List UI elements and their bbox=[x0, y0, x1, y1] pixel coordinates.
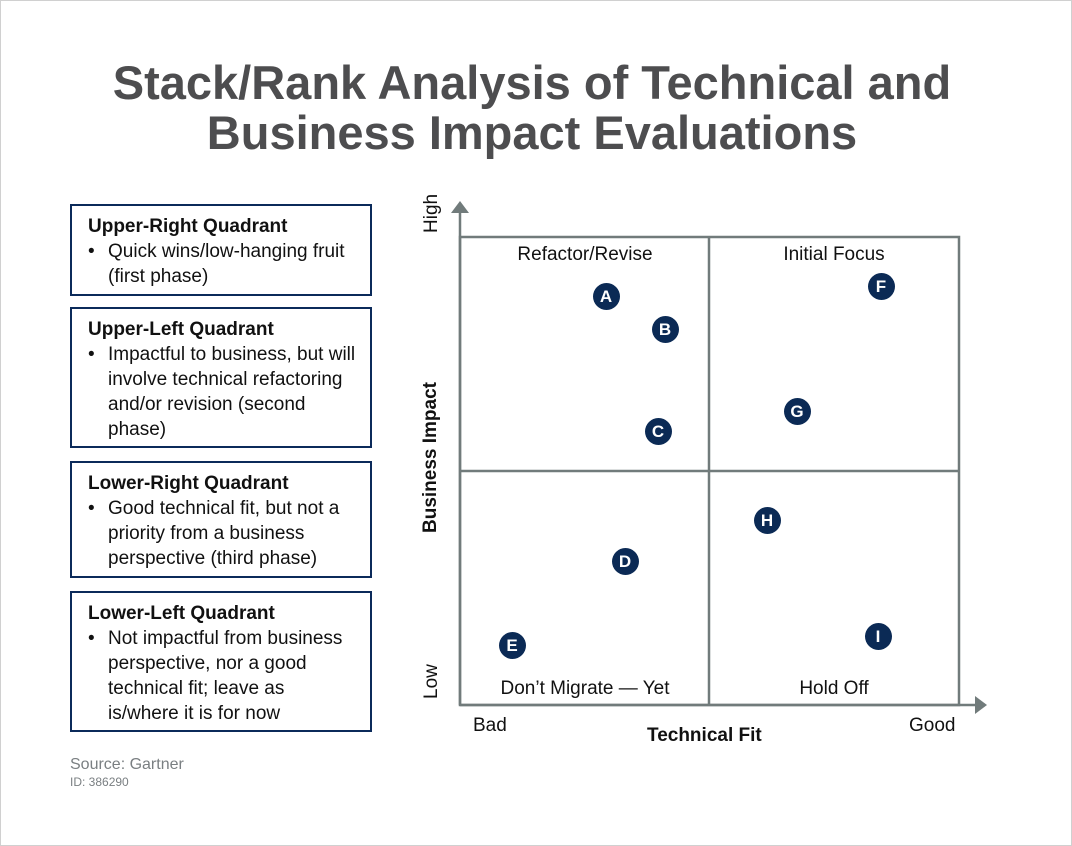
legend-box-upper-right: Upper-Right Quadrant Quick wins/low-hang… bbox=[70, 204, 372, 296]
marker-f: F bbox=[867, 272, 895, 300]
marker-c: C bbox=[644, 417, 672, 445]
y-axis-title: Business Impact bbox=[420, 382, 441, 533]
title-line-1: Stack/Rank Analysis of Technical and bbox=[112, 56, 952, 109]
legend-box-lower-left: Lower-Left Quadrant Not impactful from b… bbox=[70, 591, 372, 732]
quadrant-label-upper-right: Initial Focus bbox=[783, 244, 885, 265]
legend-bullet: Quick wins/low-hanging fruit (first phas… bbox=[88, 239, 360, 289]
source-note: Source: Gartner bbox=[70, 756, 184, 773]
legend-heading: Upper-Right Quadrant bbox=[88, 216, 288, 237]
legend-box-lower-right: Lower-Right Quadrant Good technical fit,… bbox=[70, 461, 372, 578]
marker-e: E bbox=[498, 631, 526, 659]
x-axis-arrow-icon bbox=[975, 696, 987, 714]
figure-id: ID: 386290 bbox=[70, 775, 129, 789]
marker-i: I bbox=[864, 622, 892, 650]
title-line-2: Business Impact Evaluations bbox=[206, 106, 858, 159]
legend-heading: Lower-Right Quadrant bbox=[88, 473, 289, 494]
legend-heading: Lower-Left Quadrant bbox=[88, 603, 275, 624]
y-axis-arrow-icon bbox=[451, 201, 469, 213]
x-axis-low-label: Bad bbox=[473, 715, 507, 736]
y-axis-low-label: Low bbox=[421, 664, 442, 699]
marker-a: A bbox=[592, 282, 620, 310]
marker-g: G bbox=[783, 397, 811, 425]
legend-bullet: Good technical fit, but not a priority f… bbox=[88, 496, 360, 571]
x-axis-title: Technical Fit bbox=[647, 725, 762, 746]
y-axis-high-label: High bbox=[421, 193, 442, 233]
legend-box-upper-left: Upper-Left Quadrant Impactful to busines… bbox=[70, 307, 372, 448]
marker-h: H bbox=[753, 506, 781, 534]
quadrant-label-lower-right: Hold Off bbox=[799, 678, 869, 699]
legend-heading: Upper-Left Quadrant bbox=[88, 319, 274, 340]
marker-b: B bbox=[651, 315, 679, 343]
quadrant-label-upper-left: Refactor/Revise bbox=[517, 244, 653, 265]
x-axis-high-label: Good bbox=[909, 715, 956, 736]
legend-bullet: Not impactful from business perspective,… bbox=[88, 626, 360, 726]
quadrant-label-lower-left: Don’t Migrate — Yet bbox=[500, 678, 670, 699]
marker-d: D bbox=[611, 547, 639, 575]
legend-bullet: Impactful to business, but will involve … bbox=[88, 342, 360, 442]
